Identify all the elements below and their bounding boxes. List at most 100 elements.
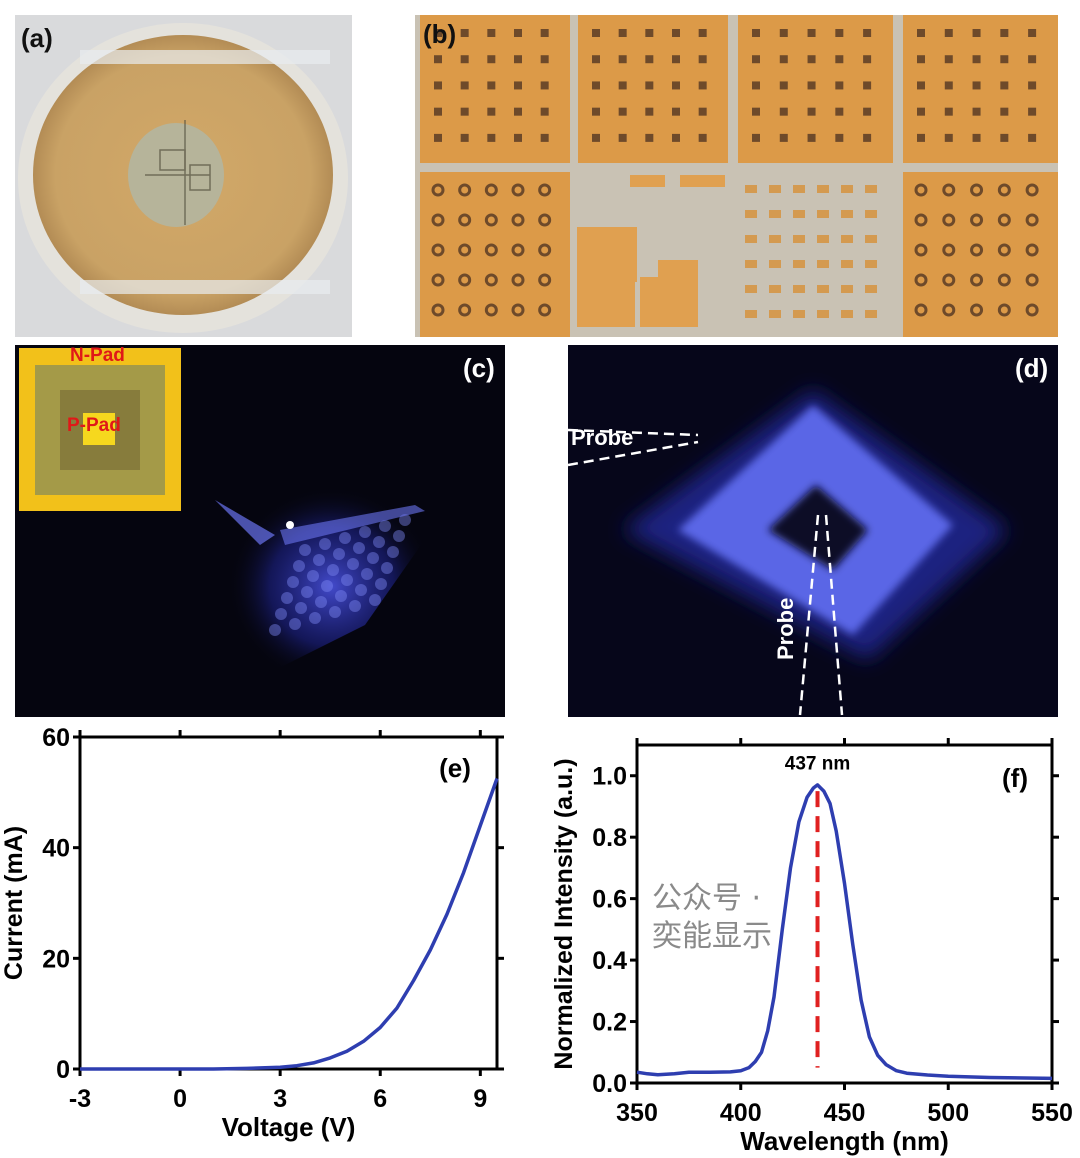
chip-pad xyxy=(645,107,654,116)
chip-ring xyxy=(511,303,525,317)
chip-ring xyxy=(538,273,552,287)
wafer-image xyxy=(18,23,348,333)
emitter-dot xyxy=(347,558,359,570)
small-pad xyxy=(745,310,757,318)
small-pad xyxy=(793,310,805,318)
chip-pad xyxy=(972,133,981,142)
series-line xyxy=(636,783,1053,1081)
chip-pad xyxy=(645,55,654,64)
chip-block xyxy=(577,227,637,282)
panel-label: (e) xyxy=(439,753,471,783)
chip-ring xyxy=(484,303,498,317)
chip-pad xyxy=(779,81,788,90)
emitter-dot xyxy=(349,600,361,612)
panel-label-d: (d) xyxy=(1015,353,1049,383)
chip-block xyxy=(680,175,725,187)
small-pad xyxy=(769,285,781,293)
chip-block xyxy=(577,277,635,327)
chip-ring xyxy=(1025,183,1039,197)
small-pad xyxy=(793,285,805,293)
chip-ring xyxy=(511,273,525,287)
chip-pad xyxy=(698,29,707,37)
panel-a-wafer-photo: (a) xyxy=(15,15,352,337)
y-tick-label: 20 xyxy=(42,945,70,973)
chip-pad xyxy=(972,107,981,116)
chip-pad xyxy=(540,29,549,37)
chip-ring xyxy=(914,243,928,257)
small-pad xyxy=(865,285,877,293)
chip-pad xyxy=(1000,81,1009,90)
chip-pad xyxy=(944,29,953,37)
x-tick-label: 400 xyxy=(720,1099,762,1127)
chip-pad xyxy=(863,81,872,90)
chip-ring xyxy=(997,183,1011,197)
chip-array-image xyxy=(420,15,1058,337)
chip-pad xyxy=(592,55,600,64)
chip-pad xyxy=(672,29,680,37)
emitter-dot xyxy=(333,548,345,560)
chip-ring xyxy=(914,213,928,227)
chip-ring xyxy=(942,303,956,317)
chip-pad xyxy=(434,81,442,90)
chip-pad xyxy=(645,81,654,90)
chip-pad xyxy=(698,55,707,64)
chip-pad xyxy=(1028,107,1037,116)
chip-pad xyxy=(487,133,496,142)
emitter-dot xyxy=(329,606,341,618)
chip-pad xyxy=(672,81,680,90)
emitter-dot xyxy=(373,536,385,548)
small-pad xyxy=(769,185,781,193)
chip-pad xyxy=(917,107,925,116)
small-pad xyxy=(841,185,853,193)
y-tick-label: 0 xyxy=(56,1056,70,1084)
y-tick-label: 0.4 xyxy=(592,947,627,975)
chip-pad xyxy=(807,55,816,64)
chip-pad xyxy=(779,133,788,142)
chip-ring xyxy=(997,243,1011,257)
y-tick-label: 40 xyxy=(42,835,70,863)
chip-ring xyxy=(511,213,525,227)
chip-ring xyxy=(484,213,498,227)
small-pad xyxy=(865,185,877,193)
chip-ring xyxy=(538,183,552,197)
chip-ring xyxy=(431,183,445,197)
chip-ring xyxy=(914,303,928,317)
chip-pad xyxy=(972,81,981,90)
chip-pad xyxy=(835,29,844,37)
emitter-dot xyxy=(375,578,387,590)
chip-pad xyxy=(917,133,925,142)
chip-pad xyxy=(460,81,469,90)
chip-pad xyxy=(487,81,496,90)
small-pad xyxy=(793,235,805,243)
chip-pad xyxy=(540,55,549,64)
emitter-dot xyxy=(353,542,365,554)
chip-ring xyxy=(484,273,498,287)
chip-pad xyxy=(779,55,788,64)
chip-pad xyxy=(514,107,522,116)
chip-pad xyxy=(835,133,844,142)
emitter-dot xyxy=(309,612,321,624)
x-tick-label: 3 xyxy=(273,1085,287,1113)
chip-pad xyxy=(807,107,816,116)
chip-pad xyxy=(592,81,600,90)
x-tick-label: 0 xyxy=(173,1085,187,1113)
chip-ring xyxy=(1025,303,1039,317)
chip-pad xyxy=(487,107,496,116)
y-tick-label: 0.8 xyxy=(592,824,627,852)
chip-pad xyxy=(807,29,816,37)
y-tick-label: 60 xyxy=(42,724,70,752)
small-pad xyxy=(817,185,829,193)
emitter-dot xyxy=(319,538,331,550)
chip-pad xyxy=(1028,133,1037,142)
chip-ring xyxy=(1025,273,1039,287)
chip-pad xyxy=(672,133,680,142)
chip-pad xyxy=(807,133,816,142)
chip-pad xyxy=(972,29,981,37)
chip-pad xyxy=(944,107,953,116)
small-pad xyxy=(769,260,781,268)
chip-pad xyxy=(752,55,760,64)
chip-pad xyxy=(592,133,600,142)
chip-ring xyxy=(942,213,956,227)
